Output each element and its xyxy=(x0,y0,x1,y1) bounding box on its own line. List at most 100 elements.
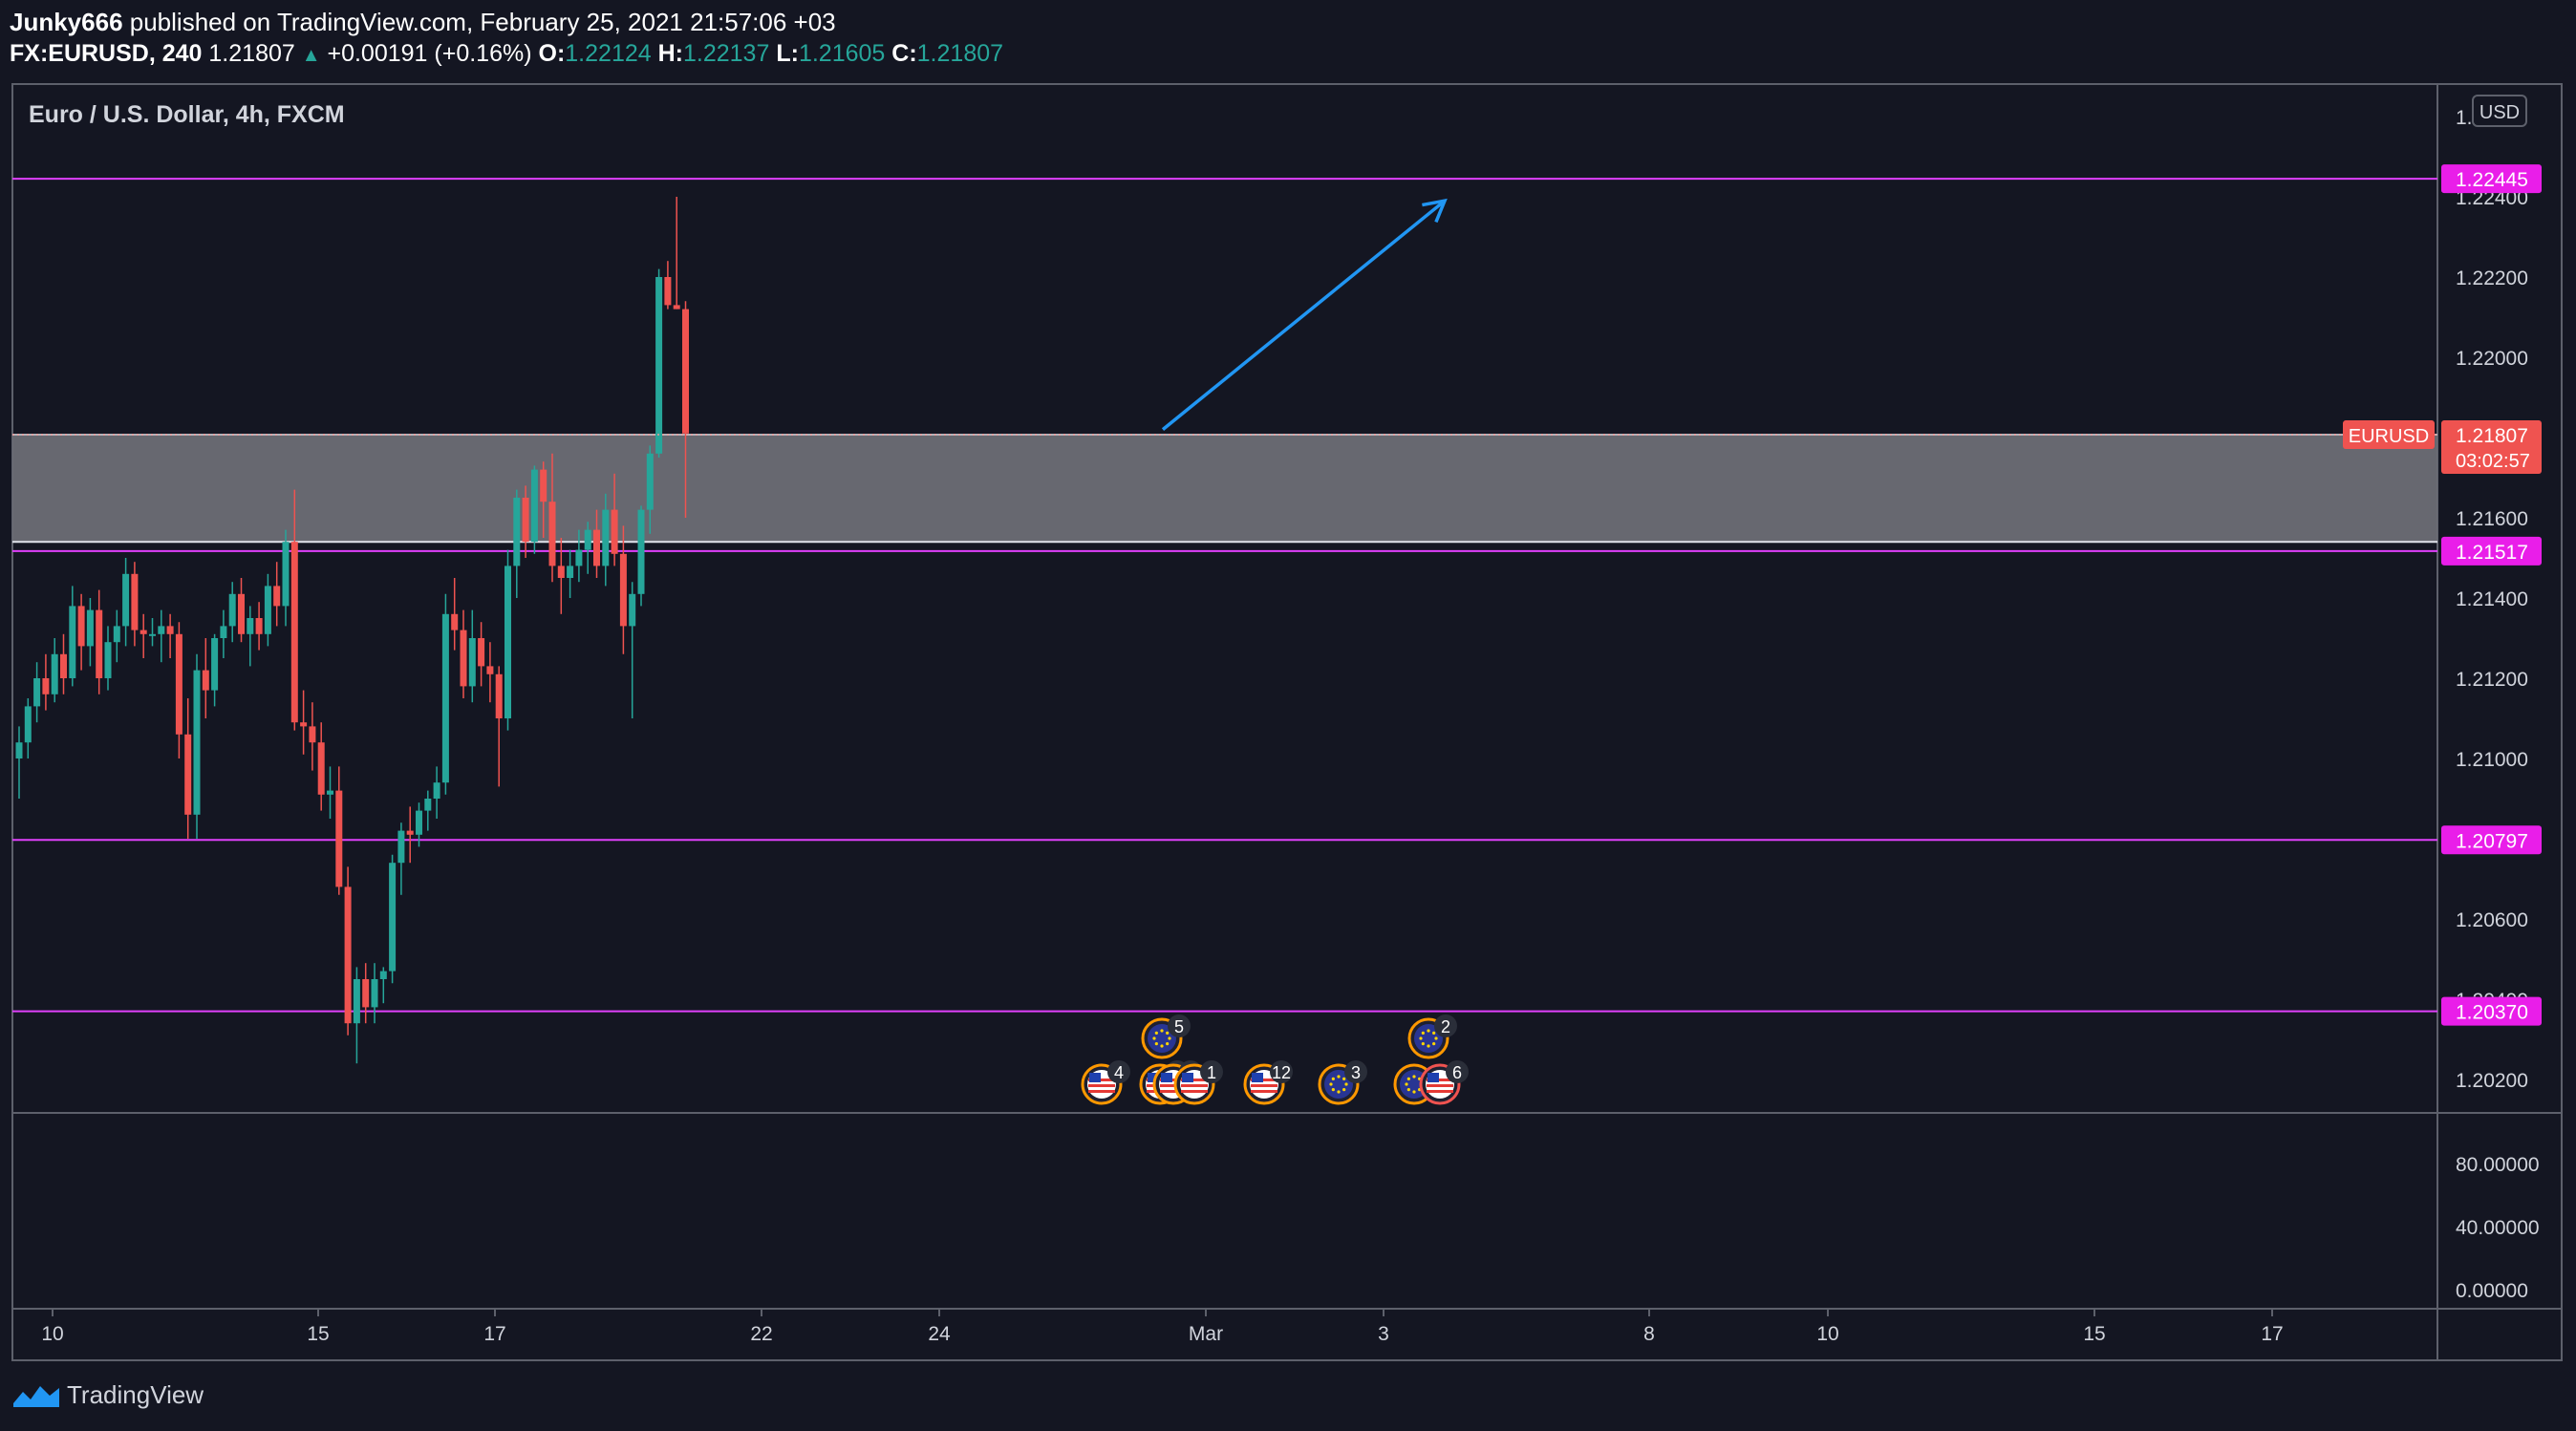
us-event-icon[interactable]: 4 xyxy=(1081,1060,1130,1105)
candle-body xyxy=(478,638,485,667)
event-count-badge xyxy=(1446,1060,1469,1083)
eu-star xyxy=(1412,1075,1416,1079)
us-event-icon[interactable]: 1 xyxy=(1173,1060,1223,1105)
level-price-text: 1.22445 xyxy=(2456,169,2528,191)
zone-rect xyxy=(12,435,2437,543)
candle xyxy=(282,529,290,627)
candle-body xyxy=(397,830,405,864)
candle xyxy=(478,622,485,687)
level-price-text: 1.20797 xyxy=(2456,830,2528,852)
currency-button[interactable]: USD xyxy=(2472,95,2527,127)
candle-body xyxy=(317,742,325,795)
candle xyxy=(397,822,405,895)
time-tick-label: 17 xyxy=(2261,1323,2283,1345)
candle-body xyxy=(104,642,112,678)
time-tick-label: Mar xyxy=(1189,1323,1223,1345)
indicator-tick-label: 0.00000 xyxy=(2456,1280,2528,1302)
symbol-label: FX:EURUSD, 240 xyxy=(10,40,203,67)
candle-body xyxy=(424,799,432,811)
candle xyxy=(184,698,192,839)
candle-body xyxy=(220,626,227,638)
indicator-scale[interactable]: 80.00000 40.00000 0.00000 xyxy=(2456,1154,2540,1302)
us-stripe xyxy=(1160,1079,1187,1081)
eu-star xyxy=(1160,1029,1164,1033)
eu-event-icon[interactable]: 5 xyxy=(1141,1015,1191,1059)
candle xyxy=(96,589,103,694)
eu-event-icon[interactable]: 3 xyxy=(1318,1060,1367,1105)
price-scale[interactable]: 1.224001.222001.220001.216001.214001.212… xyxy=(2456,107,2528,1092)
horizontal-levels[interactable] xyxy=(12,178,2437,1013)
eu-star xyxy=(1160,1044,1164,1048)
event-count-badge xyxy=(1270,1060,1293,1083)
candle-body xyxy=(15,742,23,758)
price-tick-label: 1.20600 xyxy=(2456,909,2528,931)
main-pane-frame xyxy=(11,83,2563,1361)
candle-body xyxy=(504,566,511,718)
eu-star xyxy=(1152,1036,1156,1040)
time-tick-label: 10 xyxy=(1816,1323,1838,1345)
author-name[interactable]: Junky666 xyxy=(10,8,123,36)
level-price-text: 1.21517 xyxy=(2456,542,2528,564)
candle xyxy=(567,549,574,598)
indicator-tick-label: 80.00000 xyxy=(2456,1154,2540,1176)
candle-body xyxy=(557,566,565,578)
trend-arrow[interactable] xyxy=(1161,198,1448,431)
event-count-badge xyxy=(1107,1060,1130,1083)
eu-star xyxy=(1342,1077,1346,1080)
candle-body xyxy=(282,542,290,607)
us-stripe xyxy=(1160,1084,1187,1087)
level-price-label xyxy=(2441,164,2542,194)
us-stripe xyxy=(1427,1084,1453,1087)
economic-events[interactable]: 5242211236 xyxy=(1081,1015,1469,1105)
candle-body xyxy=(309,726,316,743)
candle-body xyxy=(486,666,494,674)
price-tick-label: 1.21200 xyxy=(2456,669,2528,691)
eu-star xyxy=(1412,1090,1416,1094)
us-event-icon[interactable]: 12 xyxy=(1243,1060,1293,1105)
time-axis[interactable]: 10 15 17 22 24 Mar 3 8 10 15 17 xyxy=(41,1309,2284,1345)
level-price-label xyxy=(2441,996,2542,1026)
eu-star xyxy=(1421,1042,1425,1046)
candle-body xyxy=(300,722,308,727)
indicator-tick-label: 40.00000 xyxy=(2456,1217,2540,1239)
candle-body xyxy=(33,678,41,707)
eu-star xyxy=(1427,1029,1430,1033)
eu-star xyxy=(1432,1031,1436,1035)
candle xyxy=(619,525,627,654)
arrow-shaft[interactable] xyxy=(1161,199,1447,431)
candle xyxy=(584,522,591,574)
footer-brand[interactable]: TradingView xyxy=(11,1378,204,1411)
candle xyxy=(460,609,467,698)
eu-star xyxy=(1432,1042,1436,1046)
eu-event-icon[interactable]: 2 xyxy=(1407,1015,1457,1059)
candle xyxy=(15,726,23,799)
candle-body xyxy=(149,633,156,636)
candle-body xyxy=(327,790,333,795)
candle-body xyxy=(175,633,182,735)
countdown-text: 03:02:57 xyxy=(2456,451,2530,472)
candle xyxy=(416,802,422,847)
eu-star xyxy=(1434,1036,1438,1040)
candle xyxy=(664,261,672,310)
candle xyxy=(51,638,58,703)
low-label: L: xyxy=(776,40,799,67)
level-price-label xyxy=(2441,825,2542,855)
candle xyxy=(353,967,360,1064)
tradingview-logo-icon xyxy=(13,1386,59,1407)
us-stripe xyxy=(1251,1079,1277,1081)
candle xyxy=(424,790,432,831)
candle xyxy=(158,609,165,663)
candle-body xyxy=(228,593,236,627)
candle-body xyxy=(140,630,147,634)
candle xyxy=(406,806,414,864)
price-tick-label: 1.22000 xyxy=(2456,348,2528,370)
candle xyxy=(327,766,333,819)
open-label: O: xyxy=(538,40,566,67)
candle xyxy=(530,465,538,554)
price-tick-label: 1.21400 xyxy=(2456,588,2528,610)
eu-star xyxy=(1342,1088,1346,1092)
us-event-icon[interactable]: 6 xyxy=(1419,1060,1469,1105)
price-tick-label: 1.21600 xyxy=(2456,508,2528,530)
candle-body xyxy=(202,670,209,691)
